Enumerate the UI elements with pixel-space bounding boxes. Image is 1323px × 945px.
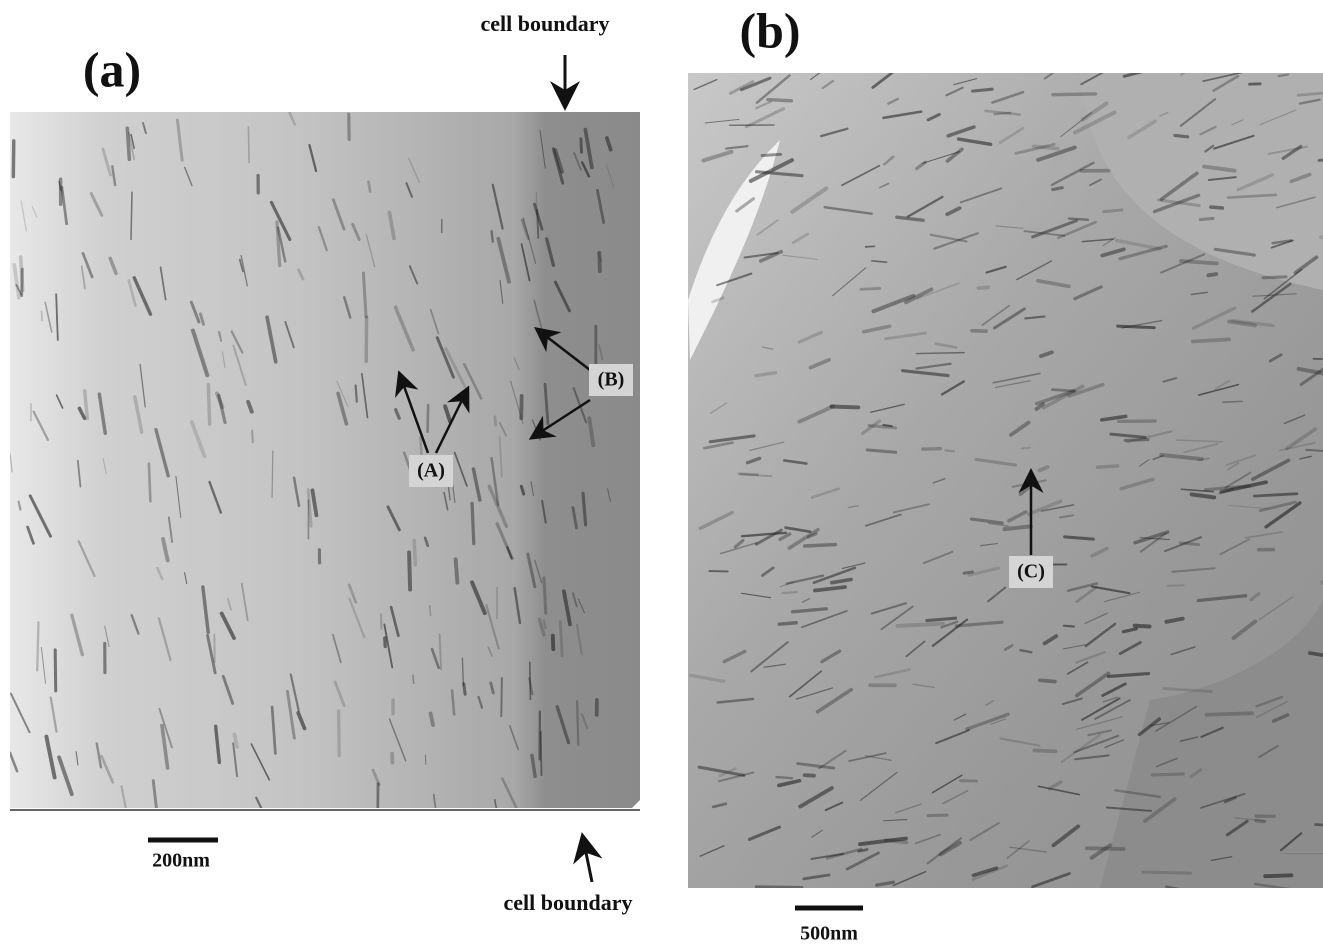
cell-boundary-label: cell boundary: [504, 890, 633, 915]
texture: [1265, 875, 1291, 876]
texture: [1118, 326, 1155, 328]
figure: (a) (b) cell boundary cell boundary 200n…: [0, 0, 1323, 945]
texture: [897, 624, 942, 626]
texture: [537, 210, 538, 238]
texture: [55, 650, 56, 691]
texture: [928, 815, 947, 816]
texture: [762, 154, 781, 155]
texture: [272, 451, 273, 497]
texture: [964, 572, 972, 573]
texture: [861, 288, 880, 289]
arrow: [583, 838, 592, 882]
texture: [248, 127, 249, 163]
texture: [544, 578, 546, 613]
texture: [1306, 450, 1323, 451]
texture: [1263, 277, 1286, 278]
texture: [37, 622, 38, 670]
texture: [544, 620, 546, 628]
texture: [768, 100, 792, 101]
texture: [782, 592, 797, 593]
texture: [805, 775, 814, 776]
texture: [1319, 159, 1323, 160]
texture: [428, 405, 429, 432]
texture: [409, 552, 410, 589]
texture: [1053, 188, 1062, 190]
scale-bar-label: 500nm: [800, 923, 858, 945]
texture: [339, 711, 340, 756]
texture: [430, 606, 431, 616]
texture: [581, 139, 582, 152]
texture: [414, 541, 415, 565]
texture: [1143, 872, 1190, 873]
annotation-label: (A): [417, 460, 445, 482]
texture: [916, 353, 964, 354]
texture: [1069, 219, 1088, 220]
texture: [369, 182, 371, 192]
texture: [1208, 274, 1216, 275]
texture: [978, 287, 988, 288]
texture: [739, 474, 757, 475]
image-background: [10, 112, 640, 808]
texture: [431, 713, 433, 725]
texture: [599, 253, 600, 271]
texture: [1040, 680, 1055, 681]
texture: [1064, 626, 1074, 627]
texture: [805, 545, 836, 546]
texture: [356, 386, 357, 402]
texture: [1211, 207, 1223, 208]
texture: [1181, 46, 1218, 75]
texture: [149, 464, 150, 502]
texture: [1125, 440, 1148, 441]
panel-label: (a): [83, 41, 141, 97]
panel-label: (b): [739, 2, 800, 58]
cell-boundary-label: cell boundary: [481, 11, 610, 36]
texture: [1034, 750, 1055, 751]
texture: [945, 450, 953, 451]
texture: [776, 777, 792, 778]
texture: [495, 417, 496, 426]
texture: [756, 887, 802, 888]
annotation-label: (C): [1017, 561, 1045, 583]
texture: [413, 675, 414, 683]
texture: [541, 732, 542, 775]
texture: [1175, 135, 1188, 136]
texture: [1207, 713, 1252, 715]
texture: [1005, 526, 1031, 529]
texture: [208, 384, 209, 424]
micrograph-a: [10, 112, 640, 836]
texture: [252, 430, 253, 442]
texture: [464, 684, 465, 695]
texture: [501, 678, 502, 716]
texture: [1256, 821, 1264, 822]
texture: [779, 623, 796, 624]
texture: [973, 89, 992, 91]
texture: [21, 257, 23, 290]
texture: [1167, 585, 1183, 586]
micrograph-b: [688, 46, 1323, 893]
texture: [1315, 825, 1323, 826]
texture: [1034, 146, 1058, 148]
texture: [560, 622, 562, 656]
texture: [131, 192, 132, 239]
scale-bar-label: 200nm: [152, 850, 210, 872]
texture: [1193, 339, 1229, 341]
texture: [1223, 401, 1243, 402]
texture: [1022, 448, 1030, 449]
texture: [577, 701, 578, 745]
texture: [1200, 218, 1213, 219]
texture: [972, 331, 986, 332]
texture: [492, 231, 493, 242]
texture: [472, 503, 474, 543]
texture: [1098, 466, 1118, 467]
texture: [1152, 774, 1183, 775]
texture: [1053, 94, 1095, 95]
annotation-label: (B): [598, 369, 625, 391]
texture: [832, 407, 859, 408]
texture: [1135, 626, 1150, 627]
texture: [456, 559, 458, 582]
texture: [886, 840, 907, 842]
texture: [127, 128, 129, 159]
texture: [1104, 210, 1122, 212]
